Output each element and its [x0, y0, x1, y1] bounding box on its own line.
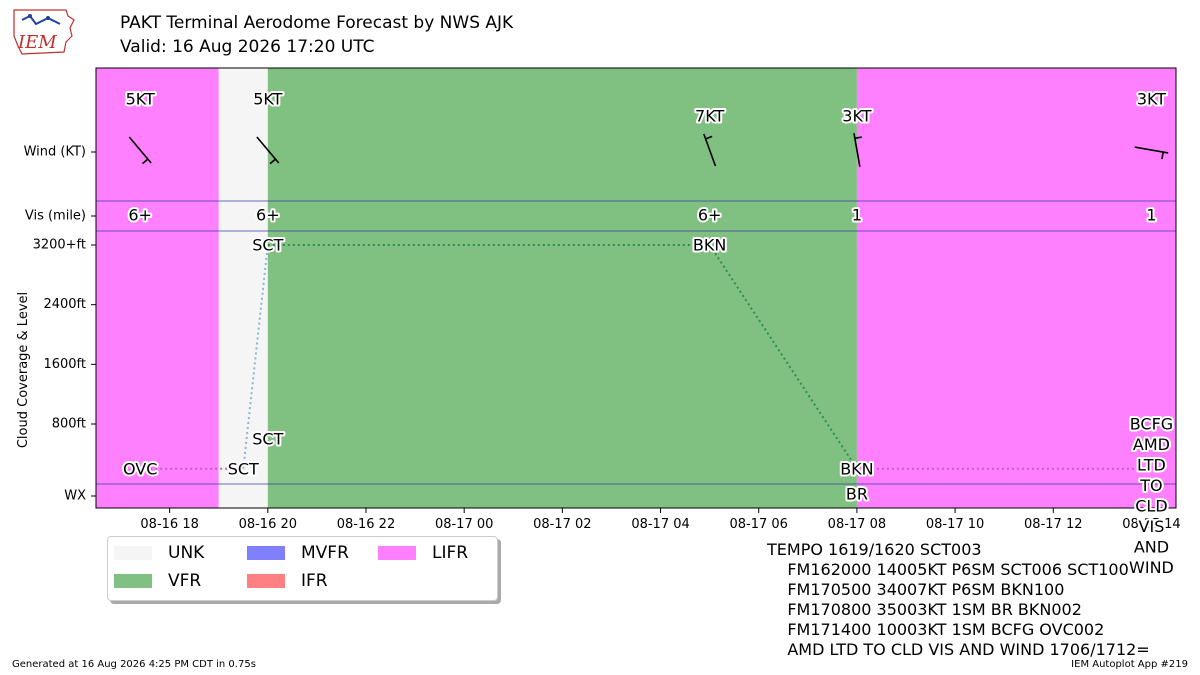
cloud-label-3: SCT: [252, 429, 283, 448]
wx-label-1-line-0: BCFG: [1130, 415, 1173, 434]
wind-speed-label-0: 5KT: [126, 90, 155, 109]
legend-swatch-mvfr: [247, 546, 285, 560]
y-tick-label-3: 3200+ft: [33, 238, 86, 253]
vis-label-0: 6+: [128, 206, 152, 225]
taf-raw-text: TEMPO 1619/1620 SCT003 FM162000 14005KT …: [767, 540, 1150, 659]
legend-item-unk: UNK: [114, 543, 204, 563]
legend-label-lifr: LIFR: [432, 543, 469, 563]
x-tick-label-4: 08-17 02: [533, 517, 591, 532]
wx-label-1-line-7: WIND: [1129, 558, 1174, 577]
cloud-label-4: BKN: [693, 236, 726, 255]
cloud-label-0: OVC: [123, 459, 157, 478]
wind-speed-label-1: 5KT: [253, 90, 282, 109]
legend-label-unk: UNK: [168, 543, 205, 563]
x-tick-label-1: 08-16 20: [239, 517, 297, 532]
vis-label-4: 1: [1146, 206, 1156, 225]
cloud-label-5: BKN: [840, 459, 873, 478]
wx-label-1-line-5: VIS: [1139, 517, 1165, 536]
y-tick-label-1: 1600ft: [43, 357, 86, 372]
y-tick-label-2: 2400ft: [43, 297, 86, 312]
x-tick-label-0: 08-16 18: [140, 517, 198, 532]
vis-label-2: 6+: [698, 206, 722, 225]
legend-swatch-ifr: [247, 574, 285, 588]
iem-logo: IEM: [13, 9, 75, 55]
x-tick-label-8: 08-17 10: [926, 517, 984, 532]
wind-row-label: Wind (KT): [24, 145, 86, 160]
plot-frame: [95, 67, 1177, 509]
y-tick-label-0: 800ft: [52, 417, 86, 432]
wind-barb-0: [128, 136, 152, 165]
legend-label-mvfr: MVFR: [301, 543, 349, 563]
chart-title: PAKT Terminal Aerodome Forecast by NWS A…: [120, 13, 514, 33]
vis-label-1: 6+: [256, 206, 280, 225]
x-tick-label-7: 08-17 08: [828, 517, 886, 532]
legend-swatch-vfr: [114, 574, 152, 588]
wx-label-1-line-3: TO: [1139, 476, 1162, 495]
x-tick-label-2: 08-16 22: [337, 517, 395, 532]
flight-category-band-2: [267, 68, 857, 508]
wx-label-0: BR: [846, 485, 868, 504]
flight-category-band-3: [856, 68, 1176, 508]
legend-item-lifr: LIFR: [378, 543, 468, 563]
wx-label-1-line-6: AND: [1134, 538, 1169, 557]
legend: UNK VFR MVFR IFR LIFR: [107, 536, 498, 601]
legend-item-mvfr: MVFR: [247, 543, 349, 563]
legend-swatch-lifr: [378, 546, 416, 560]
flight-category-band-0: [96, 68, 219, 508]
wind-barb-3: [853, 133, 862, 167]
legend-label-vfr: VFR: [168, 571, 202, 591]
vis-label-3: 1: [852, 206, 862, 225]
wx-row-label: WX: [64, 489, 86, 504]
wind-speed-label-3: 3KT: [842, 107, 871, 126]
wx-label-1-line-2: LTD: [1137, 456, 1166, 475]
chart-subtitle: Valid: 16 Aug 2026 17:20 UTC: [120, 37, 375, 57]
wind-speed-label-4: 3KT: [1137, 90, 1166, 109]
legend-label-ifr: IFR: [301, 571, 328, 591]
cloud-label-2: SCT: [252, 236, 283, 255]
wind-barb-4: [1134, 146, 1169, 160]
logo-text: IEM: [17, 32, 57, 53]
generated-footer: Generated at 16 Aug 2026 4:25 PM CDT in …: [12, 659, 256, 670]
wx-label-1-line-1: AMD: [1133, 435, 1170, 454]
legend-item-ifr: IFR: [247, 571, 328, 591]
y-axis-label: Cloud Coverage & Level: [16, 292, 31, 448]
wind-barb-2: [703, 133, 717, 167]
x-tick-label-9: 08-17 12: [1024, 517, 1082, 532]
wx-label-1-line-4: CLD: [1135, 497, 1167, 516]
vis-row-label: Vis (mile): [25, 209, 86, 224]
cloud-label-1: SCT: [228, 459, 259, 478]
x-tick-label-3: 08-17 00: [435, 517, 493, 532]
app-footer: IEM Autoplot App #219: [1071, 659, 1188, 670]
x-tick-label-6: 08-17 06: [730, 517, 788, 532]
wind-speed-label-2: 7KT: [695, 107, 724, 126]
wind-barb-1: [256, 136, 280, 165]
x-tick-label-10: 08-17 14: [1122, 517, 1180, 532]
x-tick-label-5: 08-17 04: [631, 517, 689, 532]
legend-swatch-unk: [114, 546, 152, 560]
legend-item-vfr: VFR: [114, 571, 201, 591]
